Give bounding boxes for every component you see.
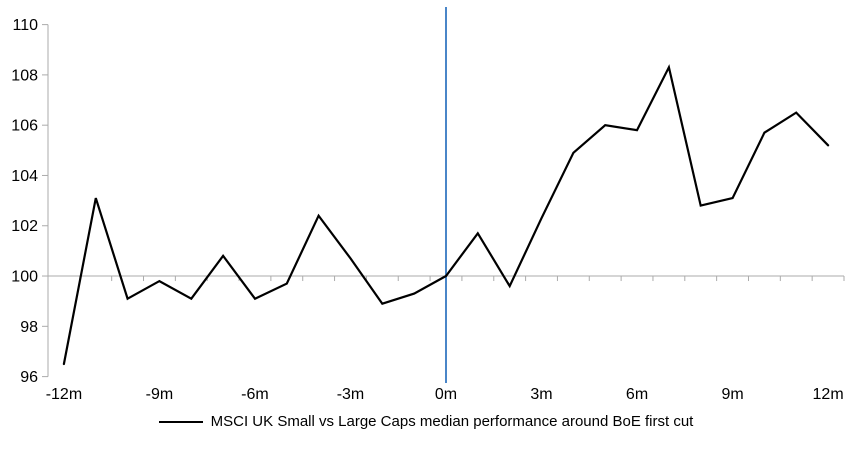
x-axis-label: 0m [435, 386, 457, 403]
x-axis-label: -9m [146, 386, 174, 403]
y-axis-label: 110 [12, 17, 38, 34]
chart-legend: MSCI UK Small vs Large Caps median perfo… [0, 413, 852, 430]
x-axis-label: -6m [241, 386, 269, 403]
x-axis-label: -3m [337, 386, 365, 403]
y-axis-label: 104 [11, 168, 38, 185]
y-axis-label: 100 [11, 269, 38, 286]
x-axis-label: -12m [46, 386, 82, 403]
legend-label: MSCI UK Small vs Large Caps median perfo… [210, 413, 694, 430]
y-axis-label: 102 [11, 218, 38, 235]
y-axis-label: 96 [20, 369, 38, 386]
legend-line-swatch [158, 420, 203, 423]
series-line [62, 64, 830, 366]
y-axis-label: 106 [11, 118, 38, 135]
x-axis-label: 3m [530, 386, 552, 403]
x-axis-label: 6m [626, 386, 648, 403]
x-axis-label: 12m [813, 386, 844, 403]
y-axis-label: 108 [11, 67, 38, 84]
x-axis-label: 9m [721, 386, 743, 403]
y-axis-label: 98 [20, 319, 38, 336]
